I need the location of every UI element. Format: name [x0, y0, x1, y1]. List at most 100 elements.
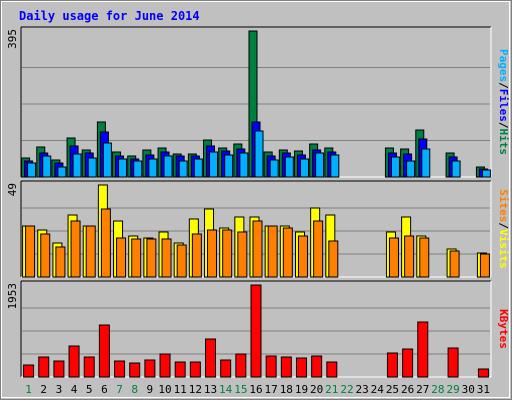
day-label-27: 27	[416, 383, 429, 396]
bar-kbytes-day-25	[386, 352, 398, 378]
day-label-22: 22	[340, 383, 353, 396]
bar-sites-day-12	[191, 233, 202, 278]
bar-sites-day-31	[479, 253, 490, 278]
bar-kbytes-day-17	[265, 355, 277, 378]
chart-title: Daily usage for June 2014	[19, 9, 200, 23]
bar-pages-day-25	[390, 156, 400, 178]
bar-kbytes-day-21	[326, 361, 338, 378]
bar-sites-day-17	[267, 225, 278, 278]
max-value-label: 395	[6, 29, 19, 49]
bar-pages-day-18	[284, 156, 294, 178]
max-value-label: 49	[6, 183, 19, 196]
bar-sites-day-2	[40, 233, 51, 278]
bar-sites-day-13	[207, 229, 218, 278]
x-axis-day-labels: 1 2 3 4 5 6 7 8 9 10 11 12 13 14 15 16 17 18 19 20 21 22 23 24 2…	[25, 383, 490, 396]
bar-kbytes-day-12	[189, 361, 201, 378]
day-label-8: 8	[131, 383, 138, 396]
day-label-7: 7	[116, 383, 123, 396]
bar-kbytes-day-31	[477, 368, 489, 378]
bar-pages-day-31	[481, 169, 491, 178]
bar-kbytes-day-1	[23, 364, 35, 378]
bar-pages-day-7	[118, 158, 128, 178]
bar-sites-day-11	[176, 244, 187, 278]
legend-label-bottom: KBytes	[497, 309, 510, 349]
bar-sites-day-20	[313, 220, 324, 278]
day-label-13: 13	[204, 383, 217, 396]
legend-part: Sites	[497, 189, 510, 222]
day-label-17: 17	[265, 383, 278, 396]
day-label-29: 29	[446, 383, 459, 396]
bar-kbytes-day-19	[295, 357, 307, 378]
bar-kbytes-day-18	[280, 356, 292, 378]
bar-pages-day-19	[299, 158, 309, 178]
bar-sites-day-1	[25, 225, 36, 278]
legend-part: Files	[497, 89, 510, 122]
day-label-20: 20	[310, 383, 323, 396]
day-label-4: 4	[71, 383, 78, 396]
bar-kbytes-day-26	[402, 348, 414, 378]
panel-hits: 395	[6, 26, 492, 178]
bar-pages-day-4	[72, 153, 82, 178]
chart-panels: 395 49 1953	[6, 26, 492, 378]
bar-sites-day-5	[85, 225, 96, 278]
day-label-12: 12	[189, 383, 202, 396]
bar-kbytes-day-10	[159, 353, 171, 378]
day-label-21: 21	[325, 383, 338, 396]
legend-part: /	[497, 82, 510, 89]
day-label-15: 15	[234, 383, 247, 396]
day-label-5: 5	[86, 383, 93, 396]
bar-sites-day-25	[388, 237, 399, 278]
bar-pages-day-5	[87, 157, 97, 178]
bar-sites-day-27	[419, 237, 430, 278]
day-label-23: 23	[356, 383, 369, 396]
bar-pages-day-26	[406, 160, 416, 178]
bar-pages-day-15	[239, 152, 249, 178]
bar-pages-day-3	[57, 166, 67, 178]
bar-kbytes-day-14	[220, 359, 232, 378]
bar-sites-day-10	[161, 238, 172, 278]
day-label-6: 6	[101, 383, 108, 396]
bar-kbytes-day-9	[144, 359, 156, 378]
bar-pages-day-6	[102, 142, 112, 178]
day-label-10: 10	[158, 383, 171, 396]
day-label-14: 14	[219, 383, 233, 396]
bar-sites-day-3	[55, 246, 66, 278]
panel-kbytes: 1953	[6, 280, 492, 378]
day-label-18: 18	[280, 383, 293, 396]
day-label-25: 25	[386, 383, 399, 396]
bar-sites-day-16	[252, 220, 263, 278]
bar-kbytes-day-11	[174, 361, 186, 378]
bar-pages-day-27	[421, 148, 431, 178]
bar-kbytes-day-8	[129, 362, 141, 378]
bar-sites-day-29	[449, 250, 460, 278]
bar-sites-day-15	[237, 231, 248, 278]
bar-pages-day-21	[330, 154, 340, 178]
bar-kbytes-day-2	[38, 356, 50, 378]
bar-kbytes-day-7	[114, 360, 126, 378]
day-label-24: 24	[371, 383, 385, 396]
panel-visits: 49	[6, 180, 492, 278]
legend-label-middle: Sites/Visits	[497, 189, 510, 269]
bar-pages-day-29	[451, 160, 461, 178]
bar-pages-day-14	[224, 154, 234, 178]
bar-pages-day-1	[27, 162, 37, 178]
bar-pages-day-2	[42, 155, 52, 178]
bar-kbytes-day-29	[447, 347, 459, 378]
day-label-1: 1	[25, 383, 32, 396]
legend-part: /	[497, 222, 510, 229]
bar-kbytes-day-13	[205, 338, 217, 378]
day-label-28: 28	[431, 383, 444, 396]
bar-sites-day-4	[70, 220, 81, 278]
bar-pages-day-13	[209, 151, 219, 178]
day-label-30: 30	[462, 383, 475, 396]
bar-pages-day-9	[148, 158, 158, 178]
bar-pages-day-17	[269, 159, 279, 178]
bar-sites-day-8	[131, 238, 142, 278]
day-label-26: 26	[401, 383, 414, 396]
bar-kbytes-day-20	[311, 355, 323, 378]
legend-part: /	[497, 122, 510, 129]
bar-pages-day-11	[178, 160, 188, 178]
